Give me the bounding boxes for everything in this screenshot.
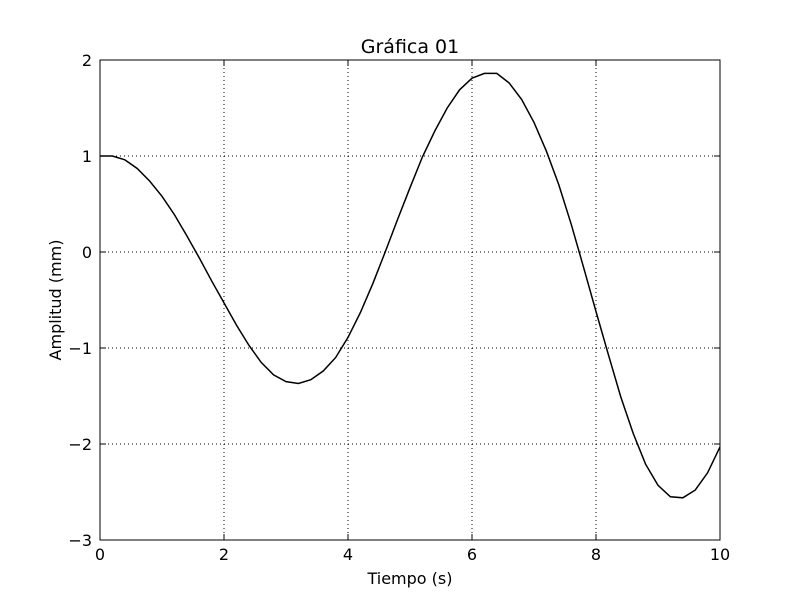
plot-frame	[99, 59, 721, 541]
x-tick-label: 2	[219, 545, 229, 564]
tick-labels: 0 2 4 6 8 10 −3 −2 −1 0 1 2	[68, 51, 730, 564]
y-tick-label: 2	[82, 51, 92, 70]
y-tick-label: 1	[82, 147, 92, 166]
series-line	[100, 72, 721, 499]
y-tick-label: −1	[68, 339, 92, 358]
grid	[99, 59, 721, 541]
x-tick-label: 6	[467, 545, 477, 564]
y-axis-label: Amplitud (mm)	[46, 240, 65, 361]
x-tick-label: 0	[95, 545, 105, 564]
x-tick-label: 10	[710, 545, 730, 564]
x-axis-label: Tiempo (s)	[366, 569, 452, 588]
ticks	[99, 59, 721, 541]
x-tick-label: 8	[591, 545, 601, 564]
chart-title: Gráfica 01	[361, 36, 459, 58]
x-tick-label: 4	[343, 545, 353, 564]
y-tick-label: −2	[68, 435, 92, 454]
y-tick-label: 0	[82, 243, 92, 262]
y-tick-label: −3	[68, 531, 92, 550]
